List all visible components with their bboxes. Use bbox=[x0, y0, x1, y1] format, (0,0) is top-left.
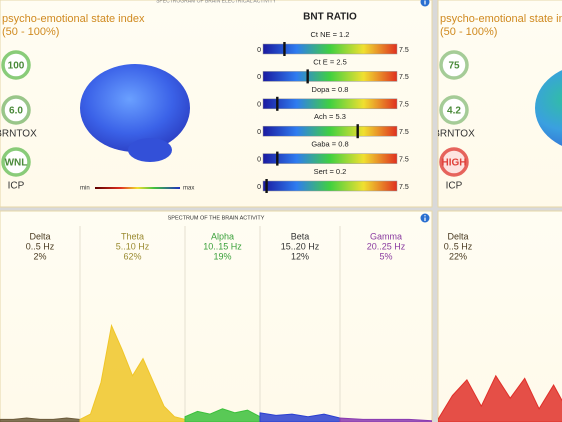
band-percent: 12% bbox=[291, 251, 309, 261]
gauge-label: BRNTOX bbox=[0, 129, 37, 140]
scale-min: 0 bbox=[257, 74, 261, 81]
gauge-label: ICP bbox=[8, 181, 25, 192]
gauge-value: 4.2 bbox=[447, 106, 461, 117]
ratio-bar bbox=[262, 153, 398, 164]
ratio-title: BNT RATIO bbox=[303, 12, 357, 23]
gauge-ring bbox=[439, 95, 469, 125]
gauge-value: 75 bbox=[448, 61, 460, 72]
band-name: Gamma bbox=[370, 231, 402, 241]
spectrum-area bbox=[339, 417, 432, 422]
ratio-marker bbox=[356, 124, 359, 139]
index-label: psycho-emotional state index bbox=[2, 13, 145, 25]
band-name: Theta bbox=[121, 231, 144, 241]
band-range: 10..15 Hz bbox=[203, 241, 242, 251]
band-range: 0..5 Hz bbox=[26, 241, 55, 251]
gauge-ring bbox=[439, 147, 469, 177]
scale-max: 7.5 bbox=[399, 102, 409, 109]
ratio-marker bbox=[276, 151, 279, 166]
band-range: 15..20 Hz bbox=[281, 241, 320, 251]
gauge-ring bbox=[1, 95, 31, 125]
gauge-value: 100 bbox=[8, 61, 25, 72]
band-name: Delta bbox=[447, 231, 468, 241]
band-range: 5..10 Hz bbox=[116, 241, 150, 251]
index-label: psycho-emotional state in bbox=[440, 13, 562, 25]
legend-min: min bbox=[80, 186, 90, 192]
gauge-ring bbox=[439, 50, 469, 80]
ratio-marker bbox=[306, 69, 309, 84]
band-percent: 22% bbox=[449, 251, 467, 261]
gauge-ring bbox=[1, 147, 31, 177]
info-icon[interactable] bbox=[420, 213, 430, 223]
ratio-marker bbox=[276, 96, 279, 111]
ratio-bar bbox=[262, 43, 398, 55]
gauge-value: HIGH bbox=[442, 158, 467, 169]
scale-max: 7.5 bbox=[399, 184, 409, 191]
band-percent: 5% bbox=[379, 251, 392, 261]
gauge-value: WNL bbox=[5, 158, 28, 169]
gauge-label: BRNTOX bbox=[433, 129, 475, 140]
gauge-ring bbox=[1, 50, 31, 80]
ratio-bar bbox=[262, 71, 398, 82]
brain-image bbox=[535, 70, 562, 146]
band-percent: 19% bbox=[213, 251, 231, 261]
band-name: Alpha bbox=[211, 231, 234, 241]
gauge-label: ICP bbox=[446, 181, 463, 192]
scale-max: 7.5 bbox=[399, 129, 409, 136]
band-percent: 2% bbox=[33, 251, 46, 261]
ratio-label: Ct E = 2.5 bbox=[313, 57, 347, 66]
spectrum-area bbox=[438, 374, 562, 422]
ratio-bar bbox=[262, 125, 398, 137]
ratio-marker bbox=[265, 179, 268, 193]
brain-image bbox=[80, 64, 190, 162]
scale-min: 0 bbox=[257, 156, 261, 163]
legend-gradient bbox=[95, 187, 180, 189]
ratio-label: Sert = 0.2 bbox=[314, 167, 347, 176]
ratio-bar bbox=[262, 180, 398, 192]
band-percent: 62% bbox=[123, 251, 141, 261]
ratio-marker bbox=[283, 42, 286, 56]
panel-content: SPECTRUM OF THE BRAIN ACTIVITY Delta0..5 … bbox=[0, 215, 432, 422]
band-name: Beta bbox=[291, 231, 310, 241]
scale-min: 0 bbox=[257, 102, 261, 109]
ratio-label: Dopa = 0.8 bbox=[312, 85, 349, 94]
scale-max: 7.5 bbox=[399, 74, 409, 81]
gauge-value: 6.0 bbox=[9, 106, 23, 117]
band-range: 20..25 Hz bbox=[367, 241, 406, 251]
panel bbox=[0, 210, 433, 422]
index-range: (50 - 100%) bbox=[440, 26, 497, 38]
ratio-label: Ach = 5.3 bbox=[314, 112, 346, 121]
scale-max: 7.5 bbox=[399, 47, 409, 54]
panel-content: psycho-emotional state in(50 - 100%) 75 4.… bbox=[433, 13, 562, 192]
info-icon[interactable] bbox=[420, 0, 430, 7]
panel-title: SPECTRUM OF THE BRAIN ACTIVITY bbox=[168, 215, 265, 221]
band-name: Delta bbox=[29, 231, 50, 241]
scale-min: 0 bbox=[257, 129, 261, 136]
scale-min: 0 bbox=[257, 184, 261, 191]
ratio-bar bbox=[262, 98, 398, 110]
ratio-label: Gaba = 0.8 bbox=[311, 140, 348, 149]
legend-max: max bbox=[183, 186, 194, 192]
band-range: 0..5 Hz bbox=[444, 241, 473, 251]
index-range: (50 - 100%) bbox=[2, 26, 59, 38]
panel-content: SPECTROGRAM OF BRAIN ELECTRICAL ACTIVITY… bbox=[0, 0, 409, 193]
ratio-label: Ct NE = 1.2 bbox=[311, 30, 350, 39]
scale-max: 7.5 bbox=[399, 156, 409, 163]
panel-title: SPECTROGRAM OF BRAIN ELECTRICAL ACTIVITY bbox=[156, 0, 276, 4]
scale-min: 0 bbox=[257, 47, 261, 54]
spectrum-area bbox=[79, 323, 186, 422]
